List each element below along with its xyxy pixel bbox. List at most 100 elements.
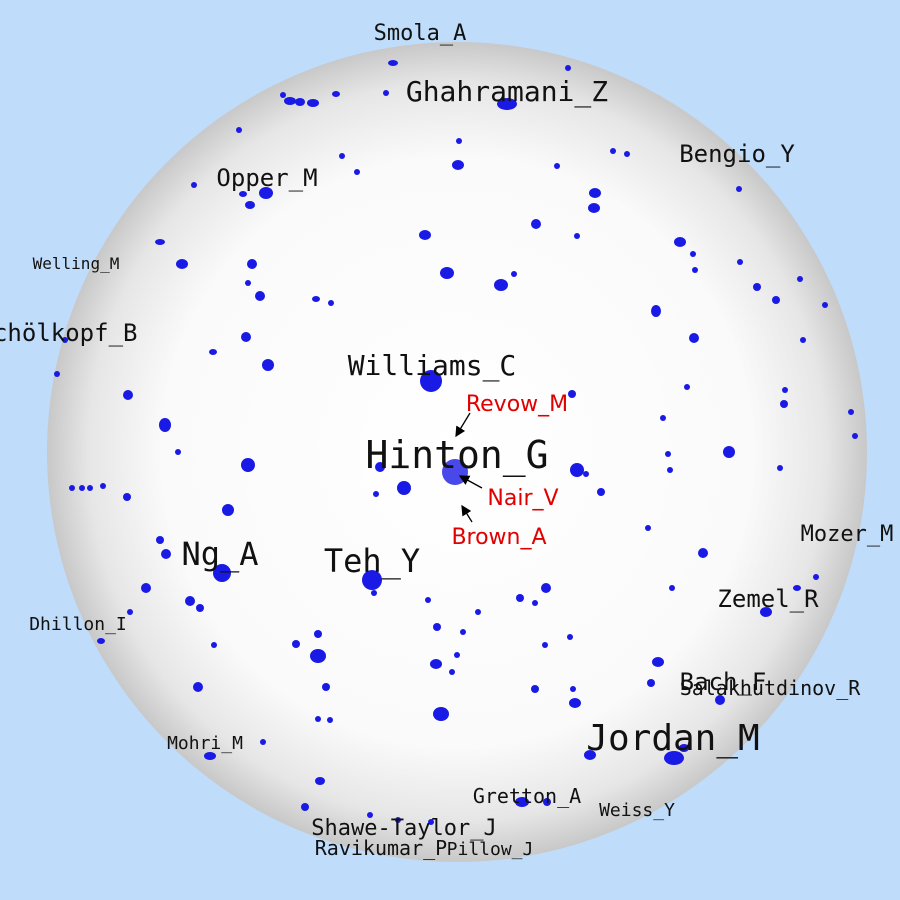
author-dot[interactable] (440, 267, 454, 279)
label-hinton[interactable]: Hinton_G (365, 433, 548, 478)
author-dot[interactable] (797, 276, 803, 282)
author-dot[interactable] (241, 332, 251, 342)
author-dot[interactable] (647, 679, 655, 687)
author-dot[interactable] (175, 449, 181, 455)
author-dot[interactable] (460, 629, 466, 635)
author-dot[interactable] (780, 400, 788, 408)
author-dot[interactable] (332, 91, 340, 97)
author-dot[interactable] (568, 390, 576, 398)
author-dot[interactable] (531, 219, 541, 229)
label-smola[interactable]: Smola_A (374, 21, 467, 46)
author-dot[interactable] (185, 596, 195, 606)
author-dot[interactable] (684, 384, 690, 390)
author-dot[interactable] (454, 652, 460, 658)
author-dot[interactable] (567, 634, 573, 640)
author-dot[interactable] (69, 485, 75, 491)
author-dot[interactable] (371, 590, 377, 596)
author-dot[interactable] (624, 151, 630, 157)
author-dot[interactable] (456, 138, 462, 144)
author-dot[interactable] (100, 483, 106, 489)
label-ravikumar[interactable]: Ravikumar_P (315, 836, 447, 860)
author-dot[interactable] (511, 271, 517, 277)
author-dot[interactable] (800, 337, 806, 343)
author-dot[interactable] (327, 717, 333, 723)
author-dot[interactable] (433, 623, 441, 631)
label-gretton[interactable]: Gretton_A (473, 784, 581, 808)
author-dot[interactable] (645, 525, 651, 531)
author-dot[interactable] (301, 803, 309, 811)
author-dot[interactable] (541, 583, 551, 593)
author-dot[interactable] (280, 92, 286, 98)
author-dot[interactable] (569, 698, 581, 708)
author-dot[interactable] (516, 594, 524, 602)
label-pillow[interactable]: Pillow_J (447, 839, 534, 860)
author-dot[interactable] (737, 259, 743, 265)
label-revow[interactable]: Revow_M (466, 392, 568, 417)
author-dot[interactable] (667, 467, 673, 473)
author-dot[interactable] (209, 349, 217, 355)
author-dot[interactable] (772, 296, 780, 304)
author-dot[interactable] (315, 716, 321, 722)
author-dot[interactable] (690, 251, 696, 257)
author-dot[interactable] (241, 458, 255, 472)
author-dot[interactable] (307, 99, 319, 107)
author-dot[interactable] (651, 305, 661, 317)
author-dot[interactable] (698, 548, 708, 558)
label-scholkopf[interactable]: Schölkopf_B (0, 319, 137, 347)
label-weiss[interactable]: Weiss_Y (599, 800, 675, 821)
author-dot[interactable] (588, 203, 600, 213)
author-dot[interactable] (452, 160, 464, 170)
author-dot[interactable] (97, 638, 105, 644)
author-dot[interactable] (222, 504, 234, 516)
author-dot[interactable] (328, 300, 334, 306)
label-teh[interactable]: Teh_Y (324, 542, 420, 580)
author-dot[interactable] (176, 259, 188, 269)
author-dot[interactable] (753, 283, 761, 291)
author-dot[interactable] (141, 583, 151, 593)
author-dot[interactable] (193, 682, 203, 692)
author-dot[interactable] (494, 279, 508, 291)
author-dot[interactable] (532, 600, 538, 606)
author-dot[interactable] (570, 686, 576, 692)
author-dot[interactable] (196, 604, 204, 612)
author-dot[interactable] (339, 153, 345, 159)
author-dot[interactable] (852, 433, 858, 439)
author-dot[interactable] (542, 642, 548, 648)
author-dot[interactable] (554, 163, 560, 169)
author-dot[interactable] (610, 148, 616, 154)
author-dot[interactable] (284, 97, 296, 105)
author-dot[interactable] (388, 60, 398, 66)
author-dot[interactable] (383, 90, 389, 96)
author-dot[interactable] (322, 683, 330, 691)
author-dot[interactable] (312, 296, 320, 302)
label-bengio[interactable]: Bengio_Y (679, 140, 795, 168)
author-dot[interactable] (79, 485, 85, 491)
author-dot[interactable] (475, 609, 481, 615)
author-dot[interactable] (155, 239, 165, 245)
author-dot[interactable] (813, 574, 819, 580)
author-dot[interactable] (211, 642, 217, 648)
author-dot[interactable] (314, 630, 322, 638)
author-dot[interactable] (531, 685, 539, 693)
author-dot[interactable] (723, 446, 735, 458)
author-dot[interactable] (848, 409, 854, 415)
author-dot[interactable] (665, 451, 671, 457)
author-dot[interactable] (54, 371, 60, 377)
author-dot[interactable] (583, 471, 589, 477)
author-dot[interactable] (397, 481, 411, 495)
label-dhillon[interactable]: Dhillon_I (29, 614, 127, 635)
author-dot[interactable] (161, 549, 171, 559)
author-dot[interactable] (127, 609, 133, 615)
author-dot[interactable] (597, 488, 605, 496)
author-dot[interactable] (373, 491, 379, 497)
author-dot[interactable] (292, 640, 300, 648)
author-dot[interactable] (295, 98, 305, 106)
author-dot[interactable] (354, 169, 360, 175)
author-dot[interactable] (589, 188, 601, 198)
author-dot[interactable] (123, 493, 131, 501)
author-dot[interactable] (433, 707, 449, 721)
author-dot[interactable] (449, 669, 455, 675)
author-dot[interactable] (570, 463, 584, 477)
author-dot[interactable] (245, 201, 255, 209)
author-dot[interactable] (123, 390, 133, 400)
